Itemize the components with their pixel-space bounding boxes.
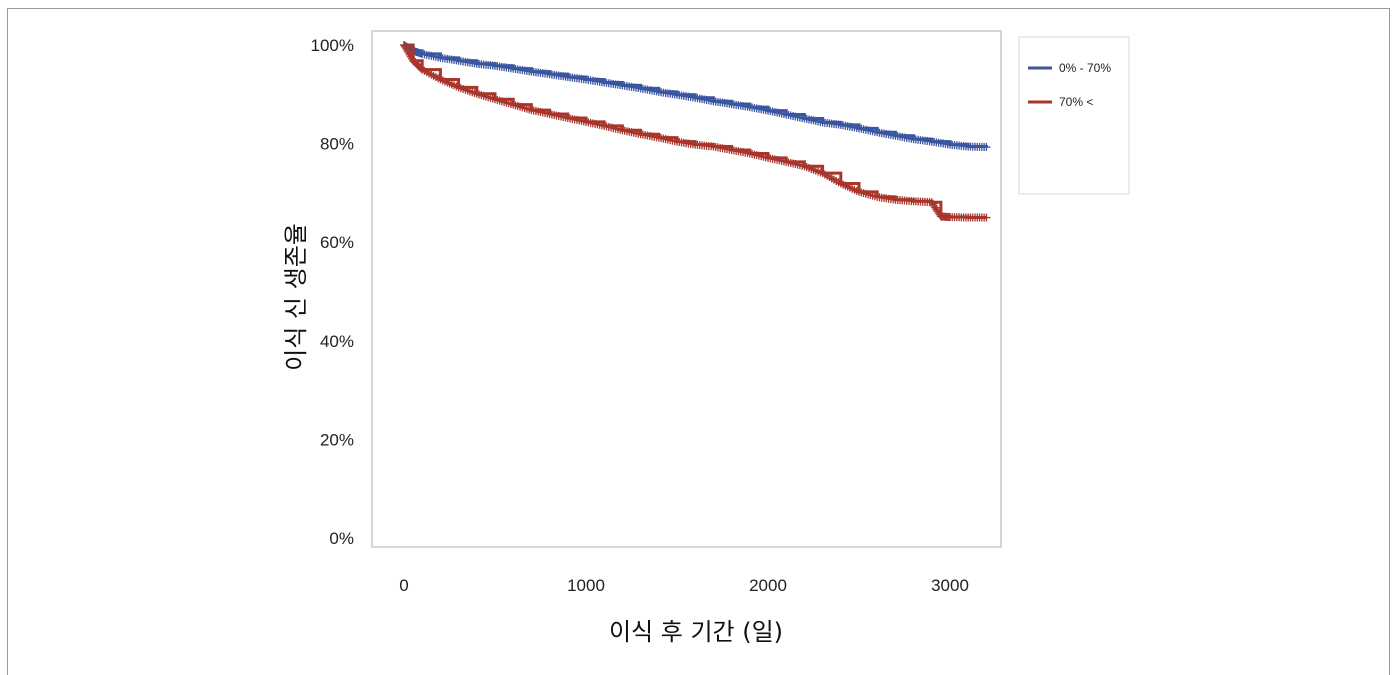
plot-area (371, 30, 1002, 548)
y-tick-label: 20% (320, 430, 354, 449)
censor-mark (982, 213, 991, 222)
y-tick-label: 0% (329, 529, 354, 548)
y-tick-labels: 0% 20% 40% 60% 80% 100% (311, 36, 354, 548)
legend-label: 0% - 70% (1059, 61, 1111, 75)
y-tick-label: 60% (320, 233, 354, 252)
y-tick-label: 100% (311, 36, 354, 55)
y-axis-title: 이식 신 생존율 (282, 223, 310, 371)
legend-box (1018, 36, 1130, 195)
censor-marks (400, 41, 991, 222)
x-tick-label: 2000 (749, 576, 787, 595)
censor-marks (400, 41, 991, 152)
censor-mark (982, 143, 991, 152)
x-tick-label: 3000 (931, 576, 969, 595)
series-layer (400, 41, 991, 222)
legend-label: 70% < (1059, 95, 1093, 109)
y-tick-label: 80% (320, 135, 354, 154)
x-tick-label: 0 (399, 576, 408, 595)
x-tick-labels: 0 1000 2000 3000 (399, 576, 969, 595)
legend: 0% - 70% 70% < (1028, 61, 1111, 109)
x-axis-title: 이식 후 기간 (일) (609, 618, 783, 646)
x-tick-label: 1000 (567, 576, 605, 595)
y-tick-label: 40% (320, 332, 354, 351)
figure-frame (7, 8, 1390, 675)
